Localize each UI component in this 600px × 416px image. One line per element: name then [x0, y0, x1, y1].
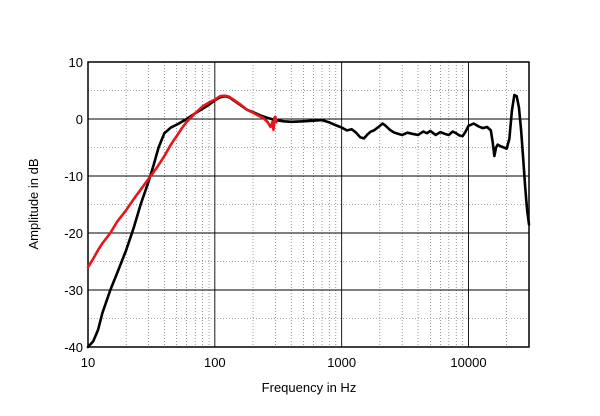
y-tick-label: -40 [64, 340, 83, 355]
y-tick-label: -30 [64, 283, 83, 298]
x-tick-label: 10 [81, 355, 95, 370]
y-tick-label: -10 [64, 169, 83, 184]
series-line-2 [86, 94, 278, 269]
x-tick-label: 1000 [327, 355, 356, 370]
x-axis-label: Frequency in Hz [262, 380, 357, 395]
y-tick-label: 0 [76, 112, 83, 127]
x-tick-label: 10000 [450, 355, 486, 370]
y-tick-labels: 10 0 -10 -20 -30 -40 [64, 55, 83, 355]
x-tick-labels: 10 100 1000 10000 [81, 355, 487, 370]
major-grid [88, 62, 529, 347]
y-axis-label: Amplitude in dB [26, 158, 41, 249]
series-layer [86, 93, 531, 349]
x-tick-label: 100 [204, 355, 226, 370]
minor-grid [88, 62, 529, 347]
y-tick-label: 10 [69, 55, 83, 70]
series-line-1 [86, 93, 531, 349]
plot-frame [87, 61, 530, 348]
y-tick-label: -20 [64, 226, 83, 241]
